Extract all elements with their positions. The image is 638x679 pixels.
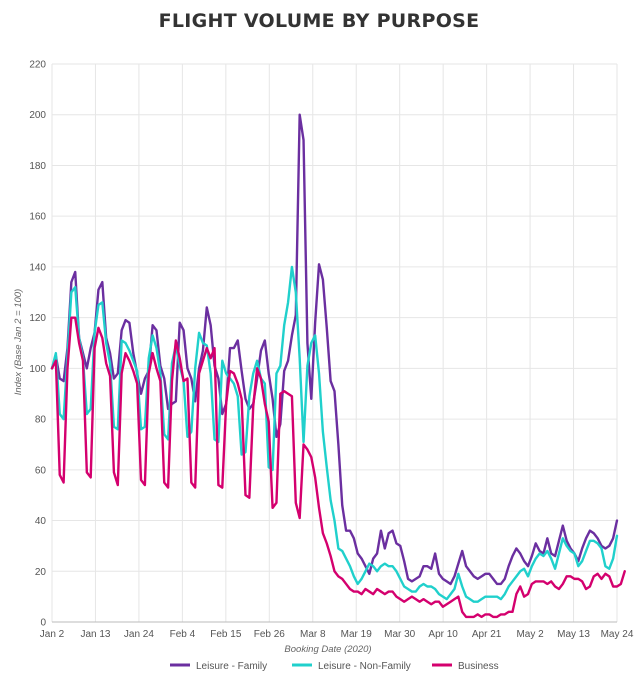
y-tick-label: 80 — [35, 415, 47, 426]
y-tick-label: 220 — [29, 60, 46, 71]
legend-item-leisure-nonfamily: Leisure - Non-Family — [292, 661, 411, 672]
y-axis-title: Index (Base Jan 2 = 100) — [13, 289, 24, 395]
series-leisure-nonfamily-line — [50, 265, 619, 603]
x-tick-label: Feb 4 — [170, 629, 196, 640]
y-tick-label: 0 — [40, 618, 46, 629]
legend-item-leisure-family: Leisure - Family — [170, 661, 267, 672]
x-tick-label: Mar 19 — [341, 629, 373, 640]
axis-layer: 0 20 40 60 80 100 120 140 160 180 200 220 Jan 2 Jan 1… — [29, 60, 634, 641]
legend-label: Leisure - Family — [196, 661, 267, 672]
y-tick-label: 40 — [35, 516, 47, 527]
x-tick-label: Apr 10 — [428, 629, 458, 640]
x-tick-label: Apr 21 — [472, 629, 502, 640]
chart-title: FLIGHT VOLUME BY PURPOSE — [158, 10, 480, 32]
x-tick-label: Feb 15 — [210, 629, 242, 640]
legend-label: Leisure - Non-Family — [318, 661, 411, 672]
x-tick-label: May 2 — [516, 629, 544, 640]
series-layer — [50, 113, 626, 619]
series-leisure-family-line — [50, 113, 619, 586]
x-axis-title: Booking Date (2020) — [284, 644, 371, 655]
y-tick-label: 160 — [29, 212, 46, 223]
x-tick-label: Jan 24 — [124, 629, 154, 640]
series-business-line — [50, 316, 626, 619]
legend: Leisure - Family Leisure - Non-Family Busi… — [170, 661, 499, 672]
y-tick-label: 200 — [29, 110, 46, 121]
x-tick-label: Feb 26 — [254, 629, 286, 640]
y-tick-label: 20 — [35, 567, 47, 578]
x-tick-label: Mar 8 — [300, 629, 326, 640]
legend-label: Business — [458, 661, 499, 672]
y-tick-label: 100 — [29, 364, 46, 375]
x-tick-label: Jan 13 — [80, 629, 110, 640]
x-tick-label: Mar 30 — [384, 629, 416, 640]
y-tick-label: 140 — [29, 262, 46, 273]
legend-item-business: Business — [432, 661, 499, 672]
y-tick-label: 60 — [35, 465, 47, 476]
y-tick-label: 120 — [29, 313, 46, 324]
x-tick-label: May 13 — [557, 629, 590, 640]
y-tick-label: 180 — [29, 161, 46, 172]
x-tick-label: May 24 — [601, 629, 634, 640]
x-tick-label: Jan 2 — [40, 629, 65, 640]
grid-layer — [51, 63, 618, 623]
